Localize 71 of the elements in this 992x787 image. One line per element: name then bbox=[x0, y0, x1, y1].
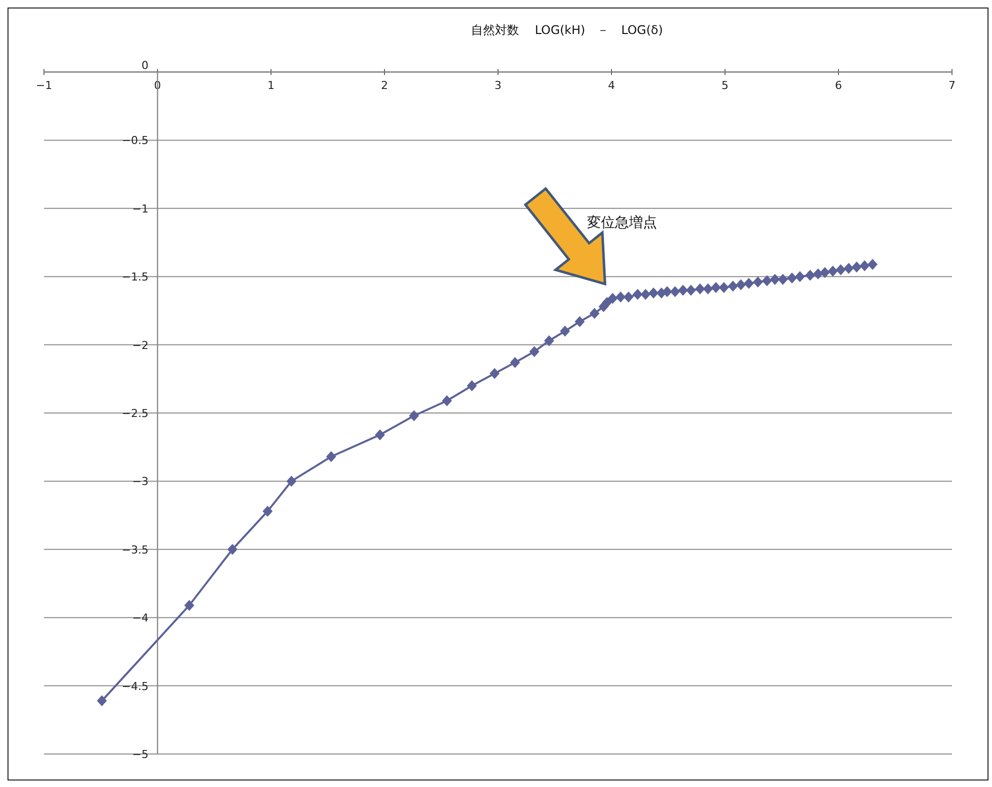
x-tick-label: 1 bbox=[268, 79, 274, 92]
point bbox=[589, 308, 600, 319]
y-tick-label: −3.5 bbox=[122, 543, 148, 556]
point bbox=[778, 274, 788, 285]
point bbox=[868, 258, 878, 270]
point bbox=[702, 283, 713, 294]
point bbox=[813, 268, 824, 280]
x-tick-label: 3 bbox=[494, 79, 502, 92]
point bbox=[736, 279, 746, 290]
point bbox=[544, 335, 554, 346]
point bbox=[648, 287, 658, 298]
point bbox=[560, 326, 570, 337]
point bbox=[852, 262, 862, 273]
y-tick-label: −5 bbox=[132, 748, 148, 761]
point bbox=[662, 286, 672, 298]
point bbox=[602, 297, 612, 308]
y-tick-label: −1.5 bbox=[122, 270, 148, 284]
point bbox=[836, 264, 846, 276]
point bbox=[442, 395, 452, 406]
x-tick-label: 2 bbox=[381, 79, 388, 92]
x-tick-label: −1 bbox=[36, 79, 52, 92]
x-tick-label: 6 bbox=[835, 79, 842, 92]
point bbox=[286, 476, 296, 487]
y-tick-label: −4.5 bbox=[122, 680, 148, 693]
x-tick-label: 5 bbox=[722, 79, 728, 92]
point bbox=[794, 271, 805, 282]
y-tick-label: −2 bbox=[132, 338, 148, 352]
point bbox=[374, 429, 385, 440]
point bbox=[762, 275, 772, 286]
annotation: 変位急増点 bbox=[587, 214, 657, 231]
point bbox=[828, 266, 838, 277]
y-tick-label: −3 bbox=[132, 475, 148, 488]
x-tick-label: 7 bbox=[948, 79, 956, 92]
point bbox=[326, 451, 336, 462]
point bbox=[227, 544, 238, 555]
point bbox=[510, 357, 520, 368]
point bbox=[695, 283, 706, 294]
x-tick-label: 4 bbox=[608, 79, 615, 92]
point bbox=[860, 260, 870, 272]
point bbox=[670, 286, 680, 298]
point bbox=[262, 506, 273, 517]
y-tick-label: −2.5 bbox=[122, 407, 148, 420]
point bbox=[632, 288, 643, 300]
point bbox=[409, 410, 420, 422]
point bbox=[616, 292, 626, 303]
point bbox=[844, 262, 854, 274]
point bbox=[640, 288, 651, 300]
y-tick-label: −1 bbox=[132, 202, 148, 216]
y-tick-label: −0.5 bbox=[122, 134, 148, 148]
point bbox=[728, 280, 738, 292]
point bbox=[805, 270, 816, 281]
chart-title: 自然対数 LOG(kH) － LOG(δ) bbox=[471, 23, 663, 37]
point bbox=[466, 380, 477, 392]
point bbox=[608, 292, 618, 304]
point bbox=[718, 282, 729, 294]
point bbox=[96, 695, 107, 706]
point bbox=[574, 316, 585, 328]
point bbox=[624, 292, 634, 303]
point bbox=[710, 282, 721, 294]
point bbox=[770, 274, 780, 285]
point bbox=[744, 278, 754, 289]
point bbox=[686, 284, 696, 296]
point bbox=[752, 276, 763, 288]
y-tick-label: −4 bbox=[132, 612, 148, 625]
point bbox=[184, 600, 194, 611]
point bbox=[786, 272, 797, 284]
point bbox=[490, 368, 500, 379]
point bbox=[678, 284, 688, 296]
y-tick-label: 0 bbox=[142, 59, 148, 72]
point bbox=[529, 346, 540, 358]
point bbox=[820, 267, 830, 278]
